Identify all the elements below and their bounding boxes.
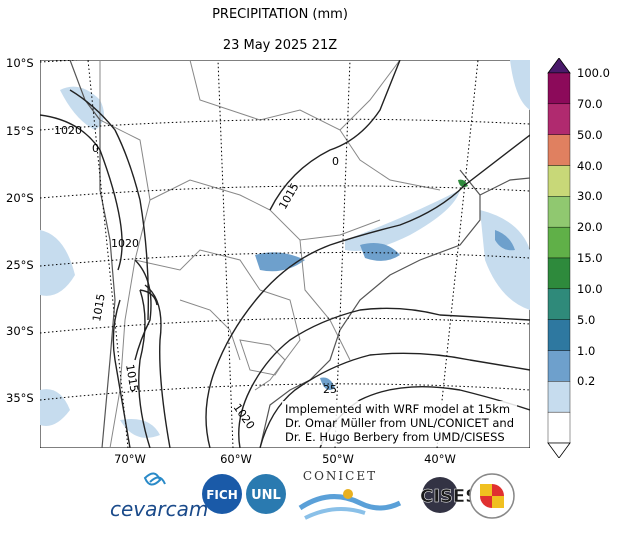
conicet-logo-text: CONICET [303,469,377,483]
fich-logo: FICH [202,474,242,514]
coastline [69,60,530,448]
colorbar-label: 15.0 [577,251,603,265]
lat-label-15s: 15°S [6,124,34,138]
lat-label-10s: 10°S [6,56,34,70]
precipitation-map: 1020 0 1020 1015 1015 1015 0 25 1020 [40,60,530,448]
colorbar-bin [547,350,571,382]
colorbar-label: 0.2 [577,374,596,389]
unl-logo: UNL [246,474,286,514]
isobar-label: 1020 [111,237,139,250]
cevarcam-logo: cevarcam [110,472,208,521]
colorbar-bin [547,381,571,413]
isobar-contours [40,60,530,448]
colorbar-bin [547,103,571,135]
colorbar-bin [547,226,571,259]
isobar-label: 0 [332,155,339,168]
lat-label-30s: 30°S [6,324,34,338]
colorbar-label: 40.0 [577,158,603,173]
colorbar-label: 50.0 [577,127,603,142]
fich-logo-text: FICH [206,488,238,502]
colorbar-bin [547,134,571,166]
colorbar-label: 70.0 [577,96,603,111]
credit-line-3: Dr. E. Hugo Berbery from UMD/CISESS [285,430,505,444]
umd-seal [469,473,515,519]
colorbar-min-triangle [547,442,571,458]
lon-label-60w: 60°W [220,452,252,466]
colorbar-bin [547,288,571,320]
credit-line-1: Implemented with WRF model at 15km [285,402,511,416]
unl-logo-text: UNL [251,488,281,503]
colorbar-label: 10.0 [577,281,603,296]
precipitation-areas [40,60,530,438]
lat-label-25s: 25°S [6,258,34,272]
map-title: PRECIPITATION (mm) [212,7,348,22]
colorbar [547,58,571,458]
colorbar-bin [547,196,571,228]
colorbar-label: 100.0 [577,66,610,80]
colorbar-bins [547,72,571,444]
colorbar-bin [547,165,571,197]
colorbar-max-triangle [547,58,571,74]
credit-line-2: Dr. Omar Müller from UNL/CONICET and [285,416,514,430]
map-timestamp: 23 May 2025 21Z [222,38,338,53]
isobar-label: 0 [92,142,99,155]
model-credit: Implemented with WRF model at 15km Dr. O… [282,401,517,445]
isobar-label: 1015 [123,363,141,393]
colorbar-bin [547,319,571,351]
lat-label-35s: 35°S [6,391,34,405]
lon-label-50w: 50°W [322,452,354,466]
isobar-label: 1020 [54,124,82,137]
colorbar-label: 5.0 [577,312,596,327]
lon-label-70w: 70°W [114,452,146,466]
colorbar-bin [547,72,571,105]
lat-label-20s: 20°S [6,191,34,205]
institution-logos: cevarcam FICH UNL CONICET CISESS [110,469,515,521]
cevarcam-logo-text: cevarcam [110,497,208,521]
lon-label-40w: 40°W [424,452,456,466]
colorbar-bin [547,411,571,444]
country-borders [99,60,441,448]
colorbar-label: 1.0 [577,343,596,358]
colorbar-bin [547,257,571,290]
colorbar-label: 30.0 [577,189,603,204]
colorbar-label: 20.0 [577,220,603,235]
isobar-label: 25 [323,383,337,396]
conicet-logo: CONICET [298,469,402,520]
isobar-label: 1015 [90,293,108,323]
